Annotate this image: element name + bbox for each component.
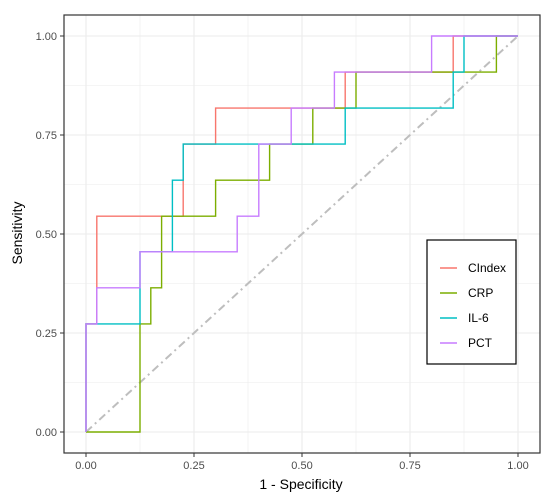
- x-axis-title: 1 - Specificity: [259, 476, 342, 492]
- legend: CIndex CRP IL-6 PCT: [426, 239, 517, 365]
- series-line-pct: [85, 35, 518, 432]
- y-tick-label: 0.50: [36, 229, 57, 241]
- y-tick-label: 0.75: [36, 130, 57, 142]
- x-tick-label: 0.00: [75, 460, 96, 472]
- legend-label: CIndex: [468, 261, 506, 275]
- x-tick-label: 0.25: [183, 460, 204, 472]
- y-tick-label: 0.25: [36, 328, 57, 340]
- x-axis-ticks: 0.00 0.25 0.50 0.75 1.00: [75, 453, 529, 472]
- series-group: [85, 35, 518, 433]
- y-axis-ticks: 0.00 0.25 0.50 0.75 1.00: [36, 31, 64, 439]
- y-axis-title: Sensitivity: [9, 201, 25, 264]
- series-line-il-6: [85, 35, 518, 432]
- x-tick-label: 0.75: [399, 460, 420, 472]
- y-tick-label: 1.00: [36, 31, 57, 43]
- reference-diagonal-line: [85, 35, 519, 433]
- x-tick-label: 0.50: [291, 460, 312, 472]
- x-tick-label: 1.00: [507, 460, 528, 472]
- y-tick-label: 0.00: [36, 427, 57, 439]
- legend-label: CRP: [468, 286, 493, 300]
- legend-label: PCT: [468, 336, 493, 350]
- legend-label: IL-6: [468, 311, 489, 325]
- reference-line-group: [85, 35, 519, 433]
